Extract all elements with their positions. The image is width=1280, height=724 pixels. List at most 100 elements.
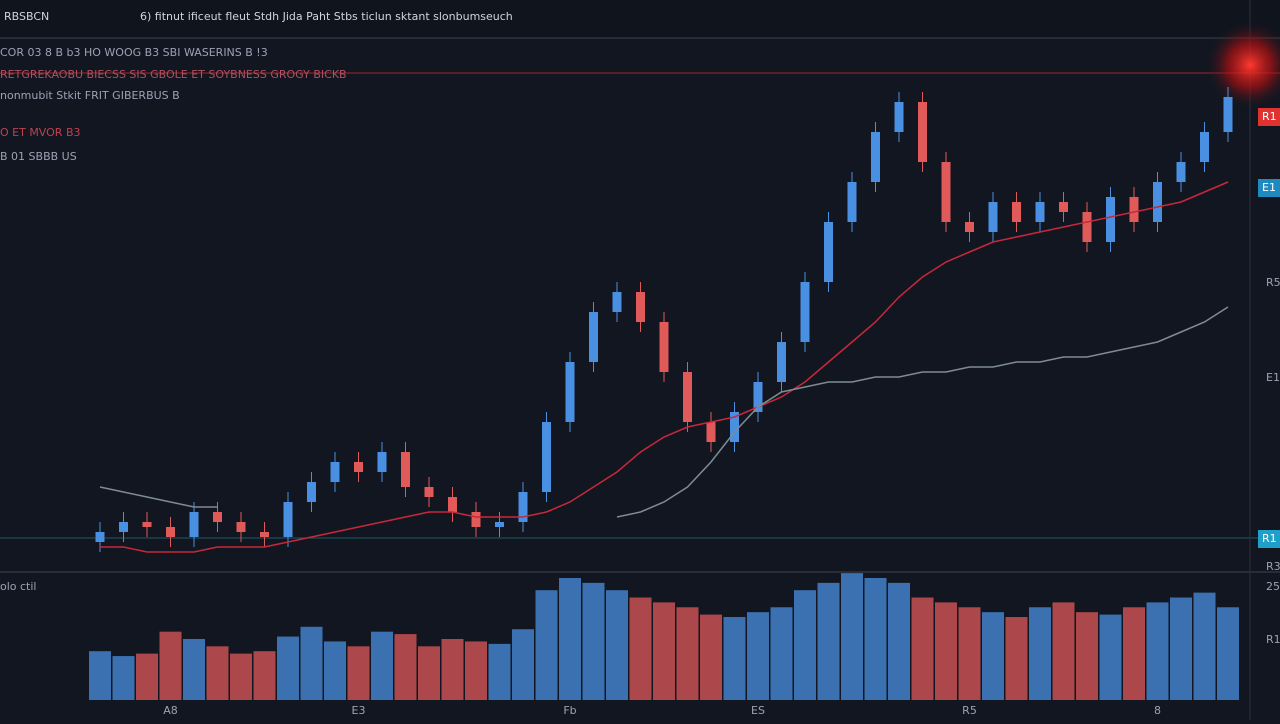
candle-body (236, 522, 246, 532)
volume-bar (864, 578, 887, 700)
candle-body (401, 452, 410, 487)
candle-body (988, 202, 998, 232)
x-tick-label: Fb (563, 704, 576, 717)
legend-line: COR 03 8 B b3 HO WOOG B3 SBI WASERINS B … (0, 46, 268, 59)
volume-bar (935, 602, 957, 700)
volume-bar (1193, 592, 1216, 700)
candle-body (706, 422, 716, 442)
volume-bar (300, 626, 323, 700)
volume-bar (347, 646, 370, 700)
volume-bar (1099, 614, 1122, 700)
volume-bar (394, 634, 417, 700)
volume-bar (1005, 617, 1028, 700)
volume-bar (89, 651, 111, 700)
volume-bar (606, 590, 628, 700)
volume-bar (1052, 602, 1075, 700)
candle-body (1153, 182, 1162, 222)
candle-body (589, 312, 598, 362)
volume-bar (253, 651, 276, 700)
volume-bar (582, 582, 605, 700)
volume-bar (1170, 597, 1192, 700)
axis-label: R5 (1266, 276, 1280, 289)
axis-label: R1 (1266, 633, 1280, 646)
candle-body (542, 422, 551, 492)
candle-body (119, 522, 128, 532)
volume-label: olo ctil (0, 580, 37, 593)
price-tag-label: R1 (1262, 110, 1277, 123)
volume-bar (817, 582, 840, 700)
menu[interactable]: 6) fitnut ificeut fleut Stdh Jida Paht S… (140, 10, 513, 23)
candle-body (800, 282, 810, 342)
candle-body (871, 132, 880, 182)
volume-bar (1076, 612, 1098, 700)
candle-body (753, 382, 763, 412)
candle-body (1012, 202, 1021, 222)
glow (1205, 20, 1280, 110)
candle-body (495, 522, 504, 527)
moving-average (100, 181, 1229, 553)
candle-body (260, 532, 269, 537)
candle-body (354, 462, 363, 472)
volume-bar (770, 607, 793, 700)
candle-body (918, 102, 927, 162)
candle-body (424, 487, 434, 497)
candle-body (142, 522, 152, 527)
x-tick-label: 8 (1154, 704, 1161, 717)
candle-body (612, 292, 622, 312)
candle-body (189, 512, 199, 537)
candle-body (283, 502, 293, 537)
volume-bar (982, 612, 1004, 700)
candle-body (659, 322, 669, 372)
candle-body (330, 462, 340, 482)
volume-bar (441, 639, 464, 700)
candle-body (1035, 202, 1045, 222)
candle-body (166, 527, 175, 537)
candle-body (448, 497, 457, 512)
candle-body (1129, 197, 1139, 222)
volume-bar (112, 656, 135, 700)
candle-body (965, 222, 974, 232)
candle-body (213, 512, 222, 522)
volume-bar (794, 590, 816, 700)
candle-body (636, 292, 645, 322)
candle-body (824, 222, 833, 282)
candle-body (1200, 132, 1209, 162)
volume-bar (629, 597, 652, 700)
volume-bar (723, 617, 746, 700)
axis-label: E1 (1266, 371, 1280, 384)
price-tag (1258, 179, 1280, 197)
candle-body (1223, 97, 1233, 132)
volume-bar (888, 582, 910, 700)
volume-bar (277, 636, 299, 700)
x-tick-label: E3 (352, 704, 366, 717)
candle-body (730, 412, 739, 442)
price-tag-label: R1 (1262, 532, 1277, 545)
volume-bar (183, 639, 205, 700)
toolbar (0, 0, 1280, 38)
candle-body (777, 342, 786, 382)
volume-bar (1217, 607, 1239, 700)
candle-body (1059, 202, 1068, 212)
candle-body (941, 162, 951, 222)
x-tick-label: ES (751, 704, 765, 717)
price-tag-label: E1 (1262, 181, 1276, 194)
candle-body (471, 512, 481, 527)
candle-body (95, 532, 105, 542)
volume-bar (747, 612, 769, 700)
volume-bar (1029, 607, 1051, 700)
volume-bar (911, 597, 934, 700)
axis-label: R3 (1266, 560, 1280, 573)
volume-bar (230, 653, 252, 700)
volume-bar (418, 646, 440, 700)
candle-body (894, 102, 904, 132)
price-tag (1258, 108, 1280, 126)
volume-bar (700, 614, 722, 700)
volume-bar (159, 631, 182, 700)
candle-body (377, 452, 387, 472)
legend-line: nonmubit Stkit FRIT GIBERBUS B (0, 89, 180, 102)
axis-label: 25 (1266, 580, 1280, 593)
volume-bar (324, 641, 346, 700)
volume-bar (512, 629, 534, 700)
